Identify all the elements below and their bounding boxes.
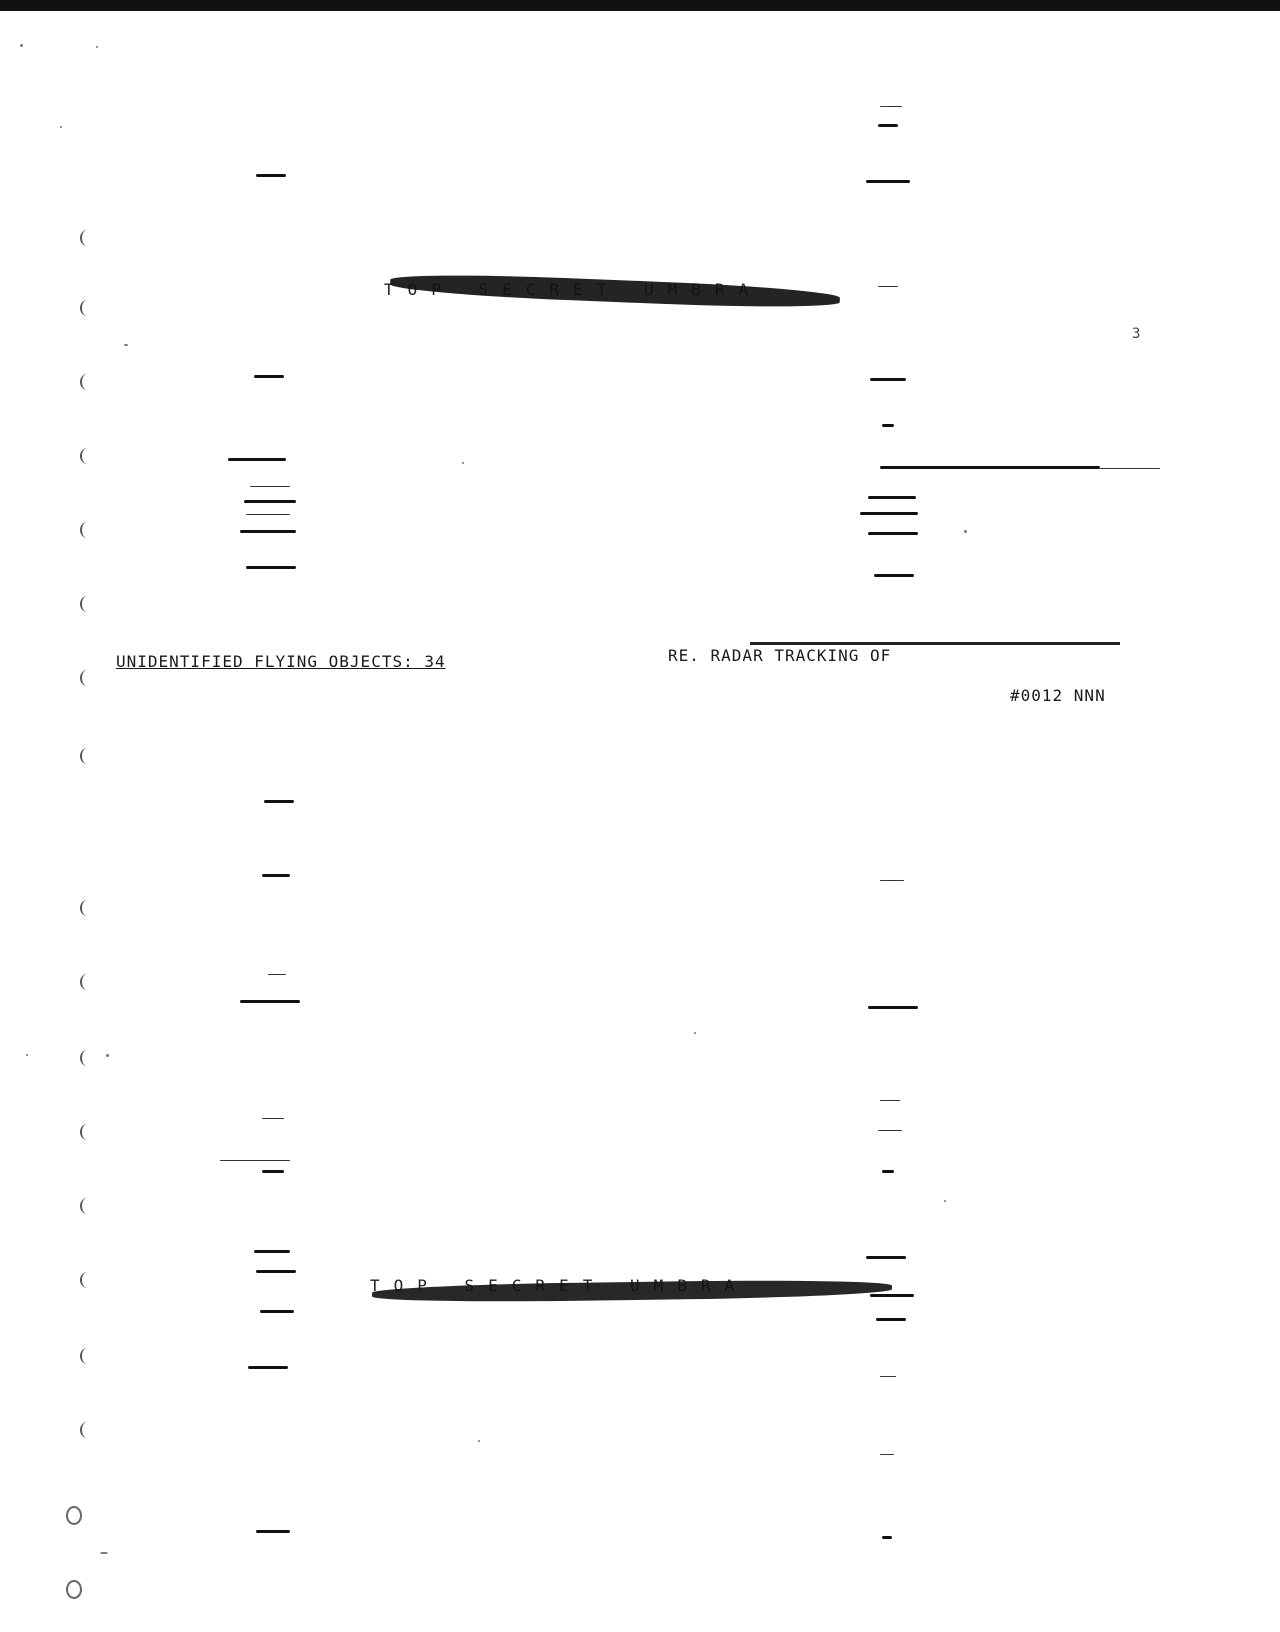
binding-hole bbox=[66, 1506, 82, 1525]
binding-hole bbox=[80, 522, 94, 538]
page-number: 3 bbox=[1132, 326, 1141, 342]
binding-hole bbox=[80, 1422, 94, 1438]
binding-hole bbox=[80, 1272, 94, 1288]
scan-top-edge bbox=[0, 0, 1280, 11]
binding-hole bbox=[80, 900, 94, 916]
binding-hole bbox=[80, 1050, 94, 1066]
binding-hole bbox=[80, 300, 94, 316]
binding-hole bbox=[80, 374, 94, 390]
binding-hole bbox=[80, 1198, 94, 1214]
subject-left: UNIDENTIFIED FLYING OBJECTS: 34 bbox=[116, 652, 446, 671]
binding-hole bbox=[80, 596, 94, 612]
subject-rule bbox=[750, 642, 1120, 645]
binding-hole bbox=[80, 748, 94, 764]
binding-hole bbox=[80, 974, 94, 990]
binding-hole bbox=[80, 230, 94, 246]
reference-number: #0012 NNN bbox=[1010, 686, 1106, 705]
subject-right: RE. RADAR TRACKING OF bbox=[668, 646, 892, 665]
binding-hole bbox=[80, 448, 94, 464]
binding-hole bbox=[80, 670, 94, 686]
binding-hole bbox=[80, 1124, 94, 1140]
redaction-smear-top bbox=[389, 270, 841, 312]
binding-hole bbox=[80, 1348, 94, 1364]
binding-hole bbox=[66, 1580, 82, 1599]
